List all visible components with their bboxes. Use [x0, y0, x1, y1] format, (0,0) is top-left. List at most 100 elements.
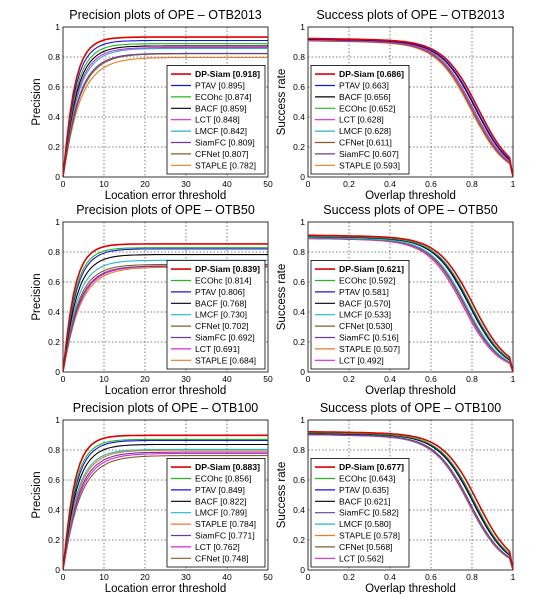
series-line-2 [63, 439, 268, 570]
legend-label-6: SiamFC [0.692] [195, 333, 255, 343]
y-tick-label: 0.8 [48, 52, 60, 62]
x-tick-label: 40 [222, 572, 232, 582]
series-line-0 [308, 37, 513, 177]
x-tick-label: 0.4 [384, 374, 396, 384]
legend-label-2: PTAV [0.581] [339, 287, 389, 297]
x-axis-label: Location error threshold [105, 190, 226, 202]
chart-panel-0: 0 10 20 30 40 50 0 0.2 0.4 0.6 0.8 1 Precision plots… [31, 8, 273, 202]
y-tick-label: 0.6 [293, 277, 305, 287]
legend-label-6: SiamFC [0.809] [195, 138, 255, 148]
legend-label-7: LCT [0.691] [195, 344, 240, 354]
series-line-0 [63, 243, 268, 372]
x-tick-label: 0.4 [384, 572, 396, 582]
series-line-1 [63, 39, 268, 177]
chart-title: Success plots of OPE – OTB50 [323, 203, 497, 217]
y-tick-label: 0 [300, 565, 305, 575]
series-line-3 [63, 254, 268, 372]
chart-title: Success plots of OPE – OTB2013 [316, 8, 504, 22]
x-tick-label: 0.2 [343, 572, 355, 582]
x-tick-label: 20 [140, 179, 150, 189]
series-line-8 [63, 56, 268, 177]
x-tick-label: 10 [99, 179, 109, 189]
legend-label-6: SiamFC [0.516] [339, 333, 399, 343]
x-tick-label: 50 [263, 572, 273, 582]
x-tick-label: 0.6 [425, 572, 437, 582]
legend-label-0: DP-Siam [0.686] [339, 69, 404, 79]
y-tick-label: 0.2 [293, 142, 305, 152]
y-tick-label: 0.4 [293, 505, 305, 515]
chart-panel-5: 0 0.2 0.4 0.6 0.8 1 0 0.2 0.4 0.6 0.8 1 Success plot… [276, 401, 516, 594]
legend-label-1: PTAV [0.895] [195, 81, 245, 91]
legend: DP-Siam [0.883] ECOhc [0.856]PTAV [0.849]… [166, 457, 266, 568]
legend-label-5: LMCF [0.580] [339, 519, 391, 529]
x-axis-label: Overlap threshold [365, 583, 456, 594]
series-line-4 [308, 237, 513, 372]
y-tick-label: 1 [300, 415, 305, 425]
x-tick-label: 50 [263, 374, 273, 384]
series-line-4 [308, 39, 513, 177]
y-tick-label: 0.6 [48, 475, 60, 485]
series-line-4 [63, 448, 268, 570]
x-tick-label: 0.2 [343, 179, 355, 189]
x-tick-label: 0.8 [466, 179, 478, 189]
legend: DP-Siam [0.621] ECOhc [0.592]PTAV [0.581]… [310, 259, 410, 370]
y-tick-label: 1 [55, 22, 60, 32]
legend-label-0: DP-Siam [0.677] [339, 462, 404, 472]
series-group [308, 37, 513, 177]
y-tick-label: 0.2 [293, 337, 305, 347]
legend-label-6: SiamFC [0.771] [195, 531, 255, 541]
x-tick-label: 0.4 [384, 179, 396, 189]
x-tick-label: 20 [140, 572, 150, 582]
x-tick-label: 50 [263, 179, 273, 189]
x-tick-label: 0 [306, 374, 311, 384]
legend-label-4: LCT [0.848] [195, 115, 240, 125]
y-tick-label: 0 [55, 565, 60, 575]
legend-label-3: BACF [0.768] [195, 298, 247, 308]
legend-label-8: STAPLE [0.593] [339, 160, 400, 170]
y-tick-label: 0.4 [293, 112, 305, 122]
legend-label-2: PTAV [0.806] [195, 287, 245, 297]
x-tick-label: 1 [511, 572, 516, 582]
y-tick-label: 0.4 [48, 505, 60, 515]
legend-label-5: LMCF [0.628] [339, 126, 391, 136]
x-tick-label: 0.6 [425, 179, 437, 189]
legend-label-8: LCT [0.562] [339, 553, 384, 563]
y-axis-label: Precision [31, 273, 43, 320]
x-tick-label: 0.6 [425, 374, 437, 384]
legend-label-2: ECOhc [0.874] [195, 92, 251, 102]
y-tick-label: 1 [300, 217, 305, 227]
legend-label-2: BACF [0.656] [339, 92, 391, 102]
legend-label-8: STAPLE [0.684] [195, 355, 256, 365]
series-line-7 [63, 452, 268, 570]
legend-label-5: LMCF [0.842] [195, 126, 247, 136]
chart-title: Precision plots of OPE – OTB50 [76, 203, 255, 217]
series-group [308, 234, 513, 372]
legend-label-5: CFNet [0.530] [339, 321, 393, 331]
y-tick-label: 0.8 [293, 247, 305, 257]
x-tick-label: 0 [306, 179, 311, 189]
legend-label-0: DP-Siam [0.918] [195, 69, 260, 79]
x-tick-label: 1 [511, 374, 516, 384]
x-axis-label: Location error threshold [105, 583, 226, 594]
legend-label-2: PTAV [0.635] [339, 485, 389, 495]
y-tick-label: 1 [300, 22, 305, 32]
series-line-0 [63, 434, 268, 570]
x-tick-label: 0 [61, 374, 66, 384]
y-tick-label: 0.6 [293, 475, 305, 485]
y-tick-label: 0.6 [293, 82, 305, 92]
x-tick-label: 1 [511, 179, 516, 189]
legend-label-8: STAPLE [0.782] [195, 160, 256, 170]
y-tick-label: 0.6 [48, 82, 60, 92]
y-tick-label: 0 [300, 172, 305, 182]
series-group [63, 36, 268, 177]
series-line-8 [63, 455, 268, 570]
legend-label-3: BACF [0.621] [339, 496, 391, 506]
y-axis-label: Precision [31, 471, 43, 518]
series-line-6 [63, 52, 268, 177]
series-line-5 [63, 449, 268, 570]
legend: DP-Siam [0.677] ECOhc [0.643]PTAV [0.635]… [310, 457, 410, 568]
legend-label-0: DP-Siam [0.621] [339, 264, 404, 274]
legend-label-7: LCT [0.762] [195, 542, 240, 552]
series-line-0 [308, 430, 513, 570]
